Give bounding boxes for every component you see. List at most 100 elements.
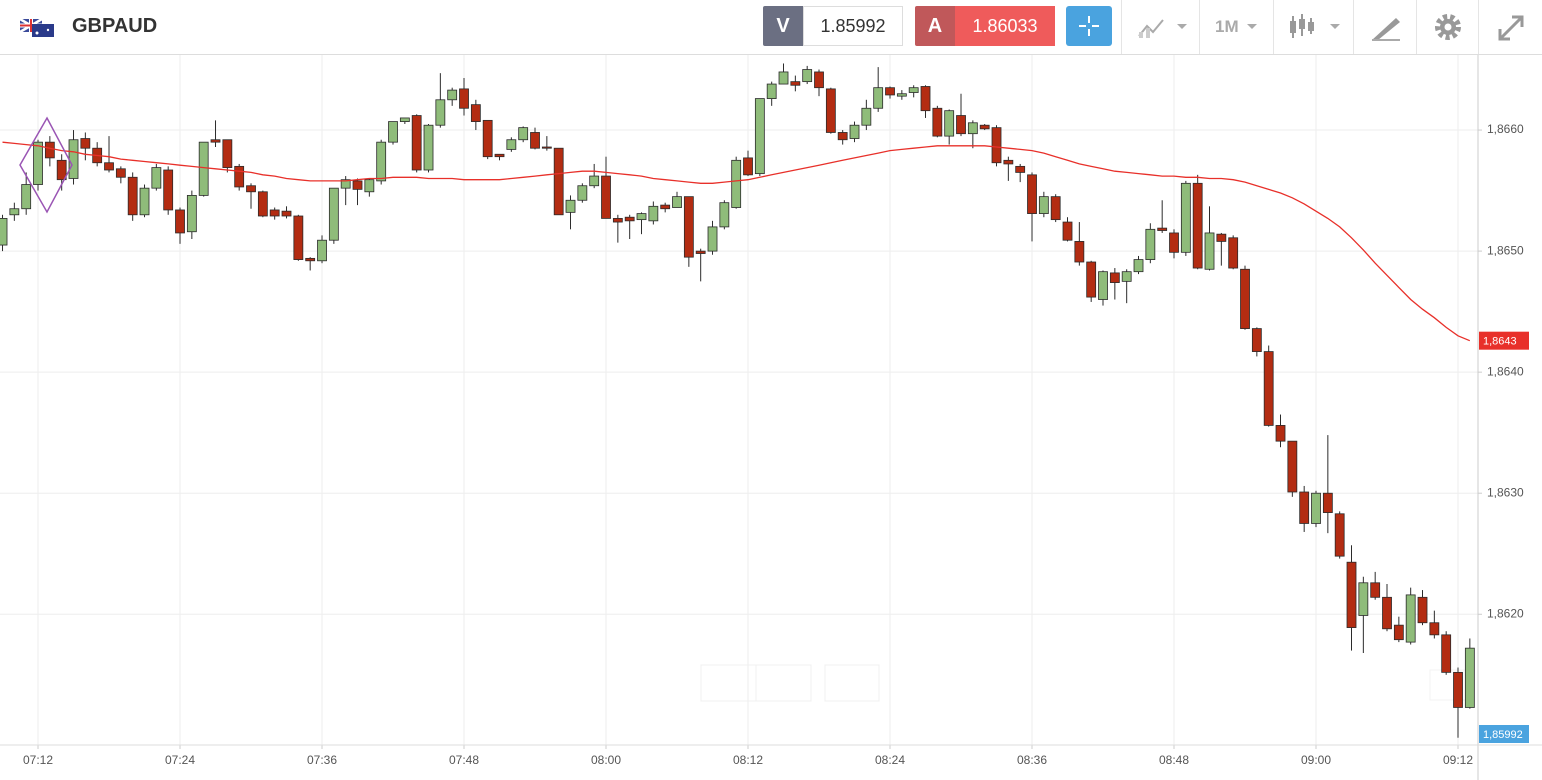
candle-body xyxy=(151,167,162,189)
candle-body xyxy=(494,153,505,158)
y-tick-label: 1,8640 xyxy=(1487,364,1524,378)
candle-body xyxy=(447,89,458,101)
candle-body xyxy=(1145,228,1156,260)
y-tick-label: 1,8630 xyxy=(1487,485,1524,499)
candle-body xyxy=(1098,271,1108,300)
dropdown-arrow xyxy=(1247,24,1257,29)
timeframe-button[interactable]: 1M xyxy=(1215,17,1239,36)
candle-body xyxy=(1003,159,1014,165)
sell-price[interactable]: 1.85992 xyxy=(803,6,903,46)
crosshair-icon xyxy=(1079,16,1099,36)
candle-body xyxy=(944,110,955,137)
candle-body xyxy=(257,191,268,217)
toolbar: GBPAUD V 1.85992 A 1.86033 1M xyxy=(0,0,1542,55)
candle-body xyxy=(317,239,327,262)
ma-price-tag-label: 1,8643 xyxy=(1483,336,1517,348)
candle-body xyxy=(281,210,292,217)
sell-button[interactable]: V xyxy=(763,6,803,46)
candle-body xyxy=(1287,440,1298,493)
candle-body xyxy=(1121,271,1132,282)
candle-body xyxy=(778,71,789,85)
candle-body xyxy=(80,138,91,149)
candle-body xyxy=(1169,232,1179,253)
x-tick-label: 07:48 xyxy=(449,753,479,767)
candle-body xyxy=(269,209,280,217)
candle-body xyxy=(1370,582,1381,598)
indicators-button[interactable] xyxy=(1137,14,1191,40)
crosshair-button[interactable] xyxy=(1066,6,1112,46)
candle-body xyxy=(163,169,174,211)
candle-body xyxy=(186,195,197,233)
x-tick-label: 08:36 xyxy=(1017,753,1047,767)
candle-body xyxy=(719,202,730,228)
candle-body xyxy=(991,127,1002,164)
x-tick-label: 08:48 xyxy=(1159,753,1189,767)
symbol: GBPAUD xyxy=(72,15,158,37)
candle-body xyxy=(482,119,493,158)
candles xyxy=(0,63,1475,738)
candle-body xyxy=(660,204,671,210)
candle-body xyxy=(707,226,718,252)
candle-body xyxy=(1216,233,1227,242)
y-tick-label: 1,8660 xyxy=(1487,122,1524,136)
last-price-tag-label: 1,85992 xyxy=(1483,729,1523,741)
candle-body xyxy=(601,175,611,219)
candle-body xyxy=(210,139,221,143)
separator xyxy=(1199,0,1200,54)
candle-body xyxy=(340,179,351,189)
candle-body xyxy=(908,87,919,93)
candle-body xyxy=(956,115,966,135)
candle-body xyxy=(1275,425,1286,442)
candle-body xyxy=(459,88,469,109)
candle-body xyxy=(1299,491,1310,524)
candle-body xyxy=(139,187,150,216)
candle-body xyxy=(411,115,422,171)
candle-body xyxy=(648,205,659,222)
candle-body xyxy=(1263,351,1274,426)
candle-body xyxy=(1441,634,1452,673)
candle-body xyxy=(1358,582,1369,616)
candle-body xyxy=(435,99,446,126)
candle-body xyxy=(127,176,138,216)
candle-body xyxy=(530,132,540,149)
candle-body xyxy=(1251,328,1262,352)
candle-body xyxy=(518,127,529,141)
reset-control[interactable] xyxy=(824,664,880,702)
candle-body xyxy=(175,209,185,234)
candle-body xyxy=(766,83,777,99)
candle-body xyxy=(1015,165,1026,173)
candle-body xyxy=(1050,196,1061,221)
chart-type-button[interactable] xyxy=(1288,12,1344,42)
candle-body xyxy=(56,159,67,181)
candle-body xyxy=(1228,237,1239,269)
buy-price[interactable]: 1.86033 xyxy=(955,6,1055,46)
candle-body xyxy=(541,146,552,149)
settings-button[interactable] xyxy=(1433,12,1463,42)
candle-body xyxy=(1405,594,1416,643)
separator xyxy=(1416,0,1417,54)
candle-body xyxy=(198,141,209,196)
last-price-tag xyxy=(1479,725,1529,743)
candle-body xyxy=(104,162,114,171)
candle-body xyxy=(873,87,884,109)
candle-body xyxy=(731,159,742,208)
drawing-button[interactable] xyxy=(1370,14,1402,42)
separator xyxy=(1478,0,1479,54)
candle-body xyxy=(352,180,363,190)
candle-body xyxy=(1393,624,1404,641)
candle-body xyxy=(1027,174,1037,214)
separator xyxy=(1121,0,1122,54)
x-tick-label: 08:00 xyxy=(591,753,621,767)
fullscreen-button[interactable] xyxy=(1496,13,1526,43)
candle-body xyxy=(849,124,860,139)
candle-body xyxy=(21,184,32,210)
candle-body xyxy=(1417,596,1428,624)
candle-body xyxy=(1180,182,1191,253)
candle-body xyxy=(612,218,623,223)
candle-body xyxy=(565,199,576,213)
chart: 1,8660 1,8650 1,8640 1,8630 1,8620 07:12 07:24… xyxy=(0,55,1542,780)
buy-button[interactable]: A xyxy=(915,6,955,46)
candle-body xyxy=(328,187,339,241)
candle-body xyxy=(1429,622,1440,636)
